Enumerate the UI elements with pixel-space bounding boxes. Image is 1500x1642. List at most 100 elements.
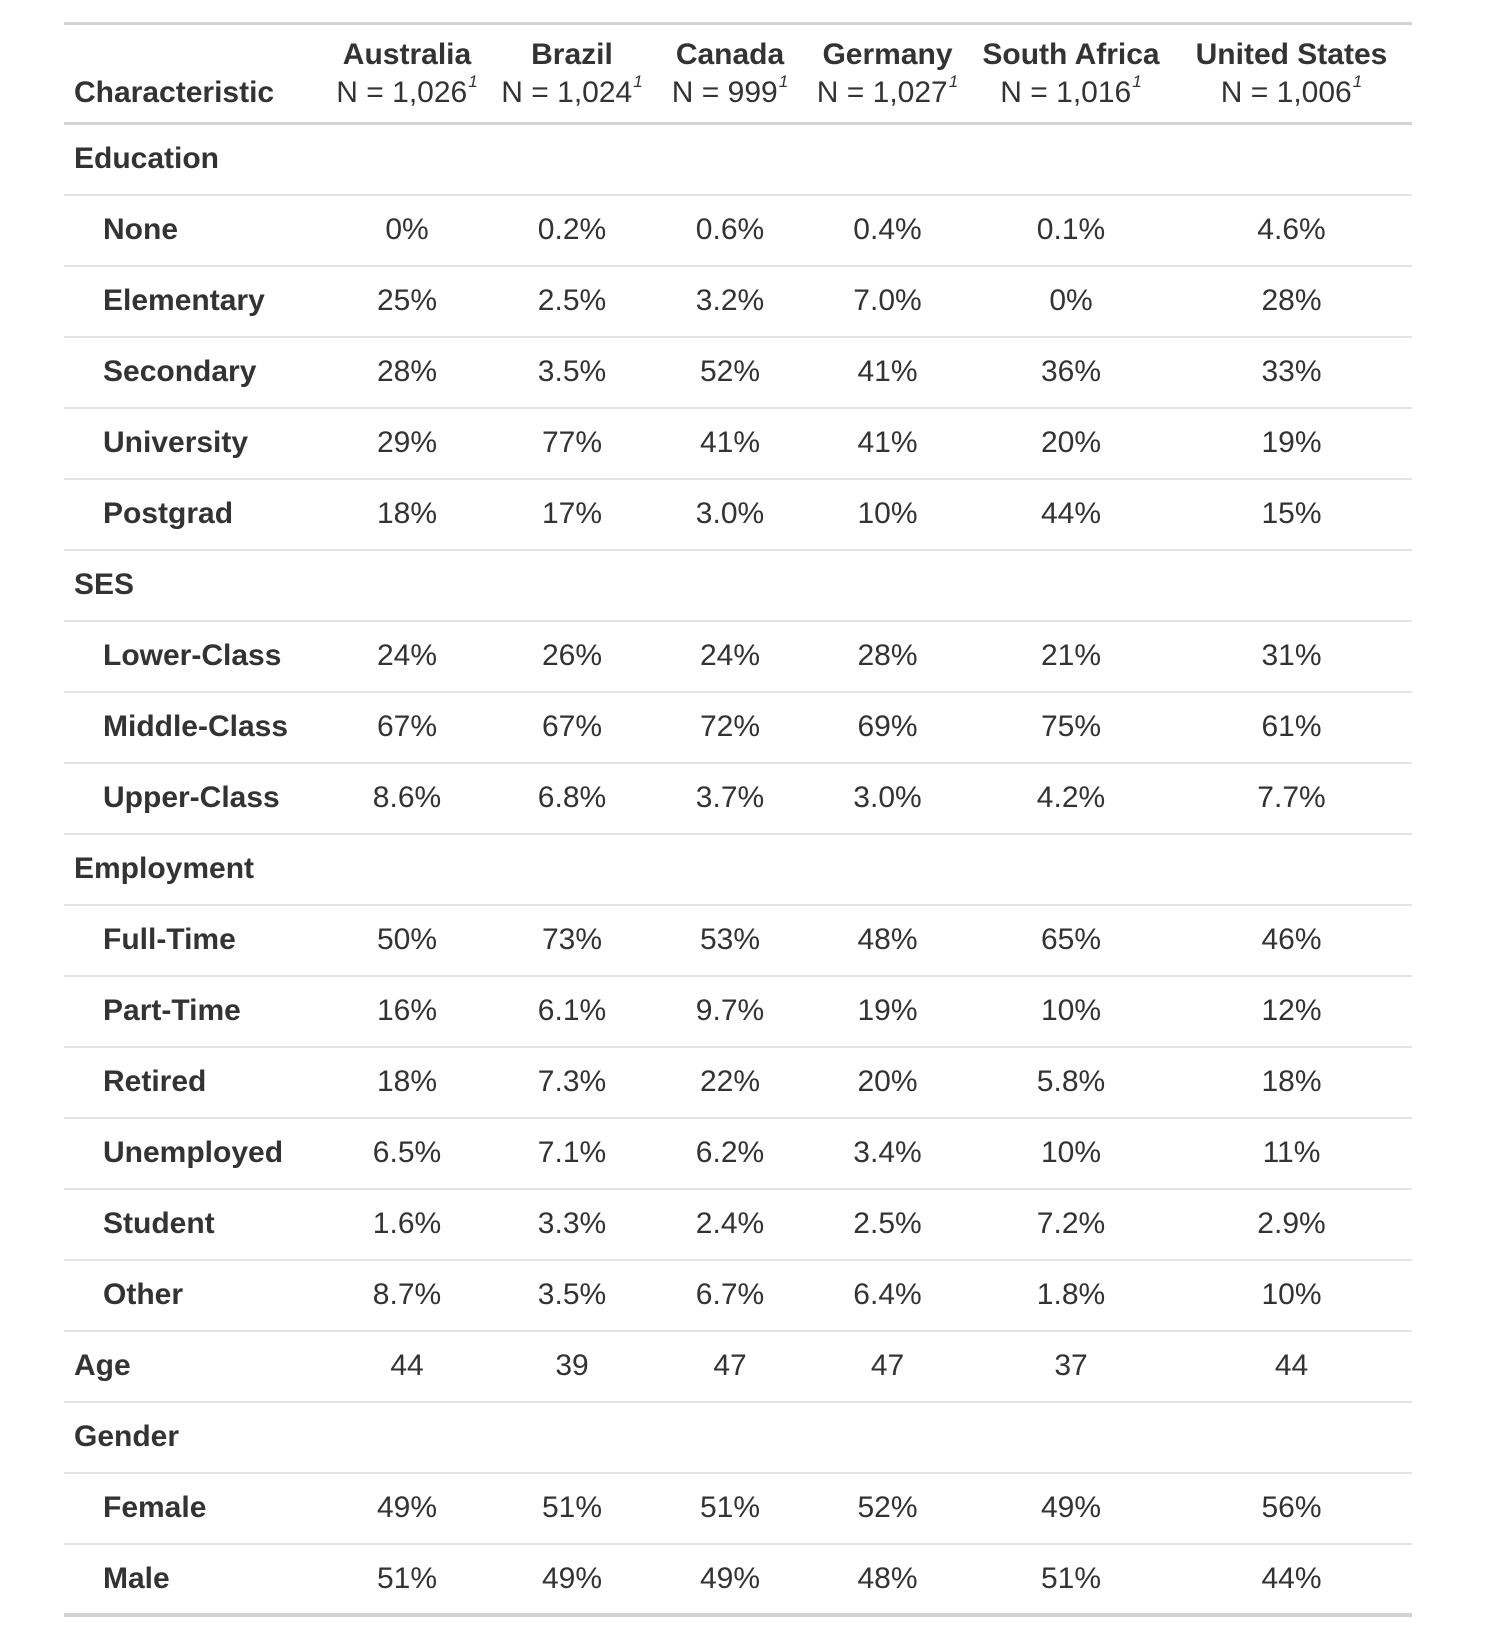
table-cell: 17% (541, 497, 603, 530)
table-cell: 69% (857, 710, 918, 743)
table-body: Education None 0% 0.2% 0.6% 0.4% 0.1% 4.6% Eleme… (64, 124, 1412, 1615)
table-cell (656, 124, 804, 195)
table-cell: 0% (385, 213, 429, 246)
table-cell (488, 834, 656, 905)
table-cell (488, 1402, 656, 1473)
table-cell: 28% (857, 639, 918, 672)
table-cell: 25% (376, 284, 438, 317)
sample-size-text: N = 1,026 (336, 76, 468, 109)
table-row: Postgrad 18% 17% 3.0% 10% 44% 15% (64, 479, 1412, 550)
table-row: Gender (64, 1402, 1412, 1473)
row-label: Secondary (103, 355, 257, 388)
table-cell: 26% (541, 639, 603, 672)
table-cell: 6.1% (537, 994, 607, 1027)
table-cell: 24% (376, 639, 438, 672)
table-row: Secondary 28% 3.5% 52% 41% 36% 33% (64, 337, 1412, 408)
table-row: Male 51% 49% 49% 48% 51% 44% (64, 1544, 1412, 1615)
table-cell: 3.3% (537, 1207, 607, 1240)
table-cell: 10% (857, 497, 918, 530)
row-label: Female (103, 1491, 207, 1524)
table-cell: 3.4% (853, 1136, 922, 1169)
row-label: Full-Time (103, 923, 236, 956)
table-cell: 9.7% (695, 994, 765, 1027)
table-cell (1171, 1402, 1412, 1473)
table-cell: 0.6% (695, 213, 765, 246)
table-cell (488, 124, 656, 195)
table-cell (1171, 834, 1412, 905)
table-cell (326, 550, 488, 621)
table-cell: 39 (555, 1349, 589, 1382)
table-row: Lower-Class 24% 26% 24% 28% 21% 31% (64, 621, 1412, 692)
table-cell: 18% (1261, 1065, 1322, 1098)
table-cell: 49% (699, 1561, 761, 1595)
table-cell: 6.7% (695, 1278, 765, 1311)
row-label: Middle-Class (103, 710, 289, 743)
column-header: United States N = 1,0061 (1171, 24, 1412, 124)
table-cell: 28% (1261, 284, 1322, 317)
table-cell: 7.3% (537, 1065, 607, 1098)
table-cell: 67% (541, 710, 603, 743)
table-cell: 3.7% (695, 781, 765, 814)
table-cell (656, 550, 804, 621)
table-cell: 33% (1261, 355, 1322, 388)
country-name: South Africa (982, 38, 1160, 71)
table-cell: 0.1% (1036, 213, 1106, 246)
table-cell: 75% (1040, 710, 1102, 743)
sample-size-text: N = 1,006 (1220, 76, 1352, 109)
column-header: Australia N = 1,0261 (326, 24, 488, 124)
table-cell: 0.4% (853, 213, 922, 246)
country-name: Brazil (531, 38, 613, 71)
table-cell (804, 1402, 971, 1473)
table-cell: 18% (376, 497, 438, 530)
table-cell: 6.5% (372, 1136, 442, 1169)
table-cell (326, 834, 488, 905)
table-cell: 2.4% (695, 1207, 765, 1240)
table-cell: 49% (376, 1491, 438, 1524)
table-cell: 7.7% (1257, 781, 1326, 814)
table-cell: 44% (1261, 1561, 1322, 1595)
table-cell: 2.9% (1257, 1207, 1326, 1240)
table-cell: 44% (1040, 497, 1102, 530)
table-cell (971, 550, 1171, 621)
table-cell (656, 834, 804, 905)
table-cell: 73% (541, 923, 603, 956)
sample-size: N = 9991 (656, 73, 804, 112)
column-header: Canada N = 9991 (656, 24, 804, 124)
table-cell: 47 (713, 1349, 747, 1382)
table-row: Part-Time 16% 6.1% 9.7% 19% 10% 12% (64, 976, 1412, 1047)
table-cell (971, 124, 1171, 195)
table-cell: 44 (390, 1349, 424, 1382)
table-cell (1171, 550, 1412, 621)
table-cell: 19% (1261, 426, 1322, 459)
table-row: Other 8.7% 3.5% 6.7% 6.4% 1.8% 10% (64, 1260, 1412, 1331)
table-cell: 20% (857, 1065, 918, 1098)
table-cell: 10% (1261, 1278, 1322, 1311)
table-row: Education (64, 124, 1412, 195)
table-cell: 41% (857, 426, 918, 459)
table-cell (326, 124, 488, 195)
table-cell: 51% (1040, 1561, 1102, 1595)
table-row: SES (64, 550, 1412, 621)
table-row: None 0% 0.2% 0.6% 0.4% 0.1% 4.6% (64, 195, 1412, 266)
table-row: Female 49% 51% 51% 52% 49% 56% (64, 1473, 1412, 1544)
table-cell: 48% (857, 923, 918, 956)
sample-size-text: N = 1,024 (501, 76, 633, 109)
table-row: Retired 18% 7.3% 22% 20% 5.8% 18% (64, 1047, 1412, 1118)
table-cell: 16% (376, 994, 438, 1027)
table-cell: 41% (699, 426, 761, 459)
sample-size: N = 1,0241 (488, 73, 656, 112)
table-row: Unemployed 6.5% 7.1% 6.2% 3.4% 10% 11% (64, 1118, 1412, 1189)
column-header: Germany N = 1,0271 (804, 24, 971, 124)
table-cell: 53% (699, 923, 761, 956)
sample-size-text: N = 1,016 (1000, 76, 1132, 109)
table-cell: 8.7% (372, 1278, 442, 1311)
row-label: Employment (74, 852, 255, 885)
table-cell: 4.2% (1036, 781, 1106, 814)
country-name: Australia (342, 38, 472, 71)
table-cell: 29% (376, 426, 438, 459)
table-cell: 65% (1040, 923, 1102, 956)
table-cell (656, 1402, 804, 1473)
sample-size-text: N = 999 (671, 76, 778, 109)
table-cell: 1.6% (372, 1207, 442, 1240)
table-row: Full-Time 50% 73% 53% 48% 65% 46% (64, 905, 1412, 976)
